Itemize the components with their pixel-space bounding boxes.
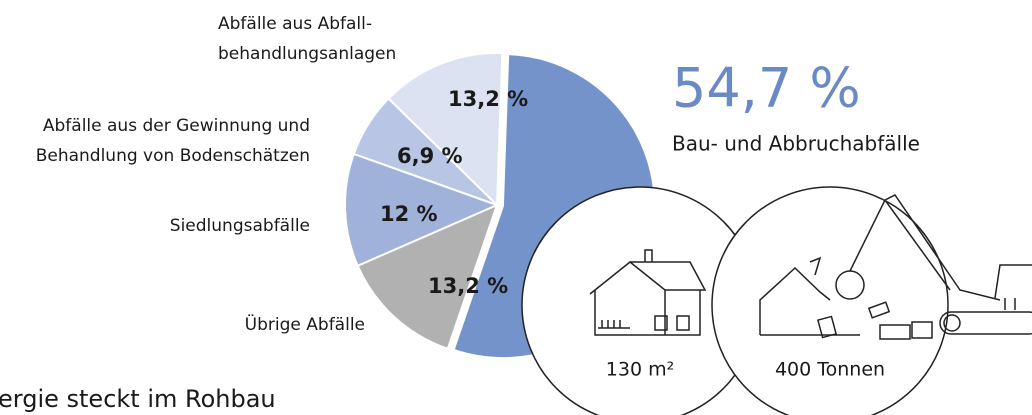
category-label: Übrige Abfälle — [245, 313, 365, 335]
house-icon — [589, 249, 707, 336]
value-label: 6,9 % — [397, 144, 463, 168]
category-label: Siedlungsabfälle — [170, 216, 310, 236]
category-label: Abfälle aus Abfall- — [218, 14, 372, 34]
circle-label: 130 m² — [606, 359, 674, 381]
pie-slice — [387, 52, 504, 208]
footer: ergie steckt im Rohbau — [0, 385, 276, 413]
highlight-label: Bau- und Abbruchabfälle — [672, 132, 920, 156]
circle-demolition — [711, 186, 949, 415]
value-label: 12 % — [380, 202, 438, 226]
pie-slice — [356, 203, 499, 351]
value-label: 13,2 % — [448, 87, 528, 111]
highlight-value: 54,7 % — [672, 57, 861, 120]
circle-label: 400 Tonnen — [775, 359, 885, 381]
demolition-icon — [759, 194, 1032, 340]
category-label: Abfälle aus der Gewinnung und — [43, 116, 310, 136]
category-label: Behandlung von Bodenschätzen — [36, 146, 310, 166]
category-label: behandlungsanlagen — [218, 44, 396, 64]
pie-slice — [344, 152, 500, 268]
value-label: 13,2 % — [428, 274, 508, 298]
